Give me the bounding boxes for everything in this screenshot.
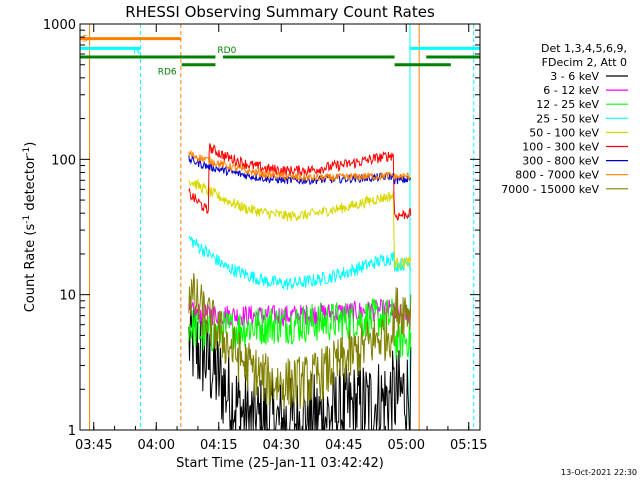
flag-label-rd0: RD0 — [217, 46, 236, 56]
x-tick-label-05-00: 05:00 — [388, 438, 425, 453]
legend: Det 1,3,4,5,6,9, FDecim 2, Att 0 3 - 6 k… — [501, 42, 628, 196]
chart-title: RHESSI Observing Summary Count Rates — [125, 3, 435, 21]
flag-label-n: N — [133, 46, 140, 56]
legend-label-3-6-kev: 3 - 6 keV — [550, 70, 599, 83]
x-tick-label-04-30: 04:30 — [263, 438, 300, 453]
legend-label-25-50-kev: 25 - 50 keV — [536, 112, 599, 125]
flag-label-rd6: RD6 — [158, 68, 177, 78]
x-tick-label-05-15: 05:15 — [450, 438, 487, 453]
series-line-25-50-kev — [188, 235, 412, 290]
legend-header-line-1: Det 1,3,4,5,6,9, — [541, 42, 627, 55]
y-tick-label-100: 100 — [51, 153, 76, 168]
plot-frame — [79, 23, 481, 431]
x-tick-label-04-45: 04:45 — [325, 438, 362, 453]
legend-header-line-2: FDecim 2, Att 0 — [542, 56, 627, 69]
flag-label-s: S — [82, 35, 88, 45]
legend-label-6-12-kev: 6 - 12 keV — [543, 84, 599, 97]
y-axis-label: Count Rate (s-1 detector-1) — [22, 142, 38, 313]
series-layer — [188, 143, 412, 432]
series-line-50-100-kev — [188, 178, 412, 270]
y-tick-label-10: 10 — [59, 289, 76, 304]
x-tick-label-04-15: 04:15 — [200, 438, 237, 453]
legend-label-7000-15000-kev: 7000 - 15000 keV — [501, 183, 599, 196]
markers-layer — [79, 24, 475, 430]
x-tick-label-03-45: 03:45 — [75, 438, 112, 453]
x-ticks: 03:45 04:00 04:15 04:30 04:45 05:00 05:15 — [75, 24, 487, 453]
series-line-100-300-kev — [188, 143, 412, 221]
series-line-12-25-kev — [188, 298, 412, 360]
x-tick-label-04-00: 04:00 — [138, 438, 175, 453]
series-line-3-6-kev — [188, 296, 412, 432]
flags-layer: S N RD0 RD6 — [80, 35, 480, 78]
x-axis-label: Start Time (25-Jan-11 03:42:42) — [176, 456, 384, 471]
legend-label-800-7000-kev: 800 - 7000 keV — [515, 169, 599, 182]
legend-label-300-800-kev: 300 - 800 keV — [522, 155, 599, 168]
y-tick-label-1: 1 — [68, 424, 76, 439]
series-line-7000-15000-kev — [188, 273, 412, 410]
legend-label-12-25-kev: 12 - 25 keV — [536, 98, 599, 111]
series-line-800-7000-kev — [188, 149, 411, 183]
legend-label-100-300-kev: 100 - 300 keV — [522, 141, 599, 154]
y-tick-label-1000: 1000 — [43, 18, 76, 33]
footer-date: 13-Oct-2021 22:30 — [561, 468, 637, 477]
legend-label-50-100-kev: 50 - 100 keV — [529, 126, 599, 139]
y-ticks: 1 10 100 1000 — [43, 18, 480, 439]
